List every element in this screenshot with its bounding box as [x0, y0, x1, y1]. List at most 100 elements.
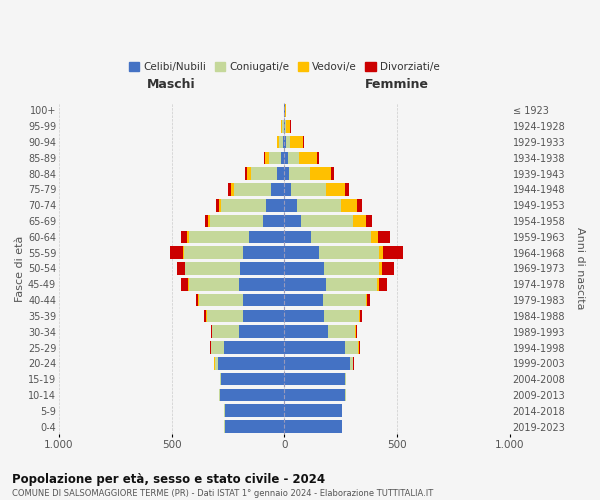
Bar	[210, 215, 263, 228]
Bar	[241, 262, 284, 275]
Bar	[251, 168, 277, 180]
Y-axis label: Fasce di età: Fasce di età	[15, 236, 25, 302]
Bar	[379, 246, 383, 259]
Bar	[265, 152, 269, 164]
Bar	[324, 262, 379, 275]
Bar	[239, 278, 284, 290]
Bar	[218, 357, 284, 370]
Bar	[284, 215, 301, 228]
Bar	[205, 310, 206, 322]
Bar	[205, 215, 208, 228]
Bar	[284, 183, 291, 196]
Bar	[208, 215, 210, 228]
Bar	[282, 120, 284, 132]
Bar	[183, 246, 184, 259]
Bar	[277, 168, 284, 180]
Bar	[211, 341, 224, 354]
Bar	[383, 246, 403, 259]
Bar	[350, 357, 353, 370]
Bar	[220, 388, 284, 402]
Bar	[212, 326, 239, 338]
Bar	[239, 326, 284, 338]
Bar	[371, 230, 378, 243]
Bar	[283, 136, 284, 148]
Bar	[220, 373, 221, 386]
Bar	[231, 183, 233, 196]
Bar	[284, 168, 289, 180]
Bar	[291, 183, 326, 196]
Bar	[284, 278, 326, 290]
Bar	[379, 262, 382, 275]
Bar	[284, 120, 285, 132]
Bar	[181, 278, 188, 290]
Bar	[219, 199, 221, 211]
Bar	[345, 373, 346, 386]
Bar	[185, 262, 241, 275]
Bar	[302, 136, 304, 148]
Bar	[224, 341, 284, 354]
Bar	[365, 215, 372, 228]
Bar	[243, 246, 284, 259]
Bar	[328, 326, 355, 338]
Bar	[345, 341, 358, 354]
Bar	[353, 215, 365, 228]
Bar	[288, 152, 299, 164]
Bar	[181, 230, 187, 243]
Bar	[301, 215, 353, 228]
Bar	[215, 357, 218, 370]
Bar	[297, 199, 341, 211]
Bar	[188, 278, 239, 290]
Bar	[286, 120, 290, 132]
Bar	[284, 199, 297, 211]
Bar	[281, 120, 282, 132]
Bar	[359, 341, 360, 354]
Bar	[224, 420, 284, 433]
Bar	[271, 183, 284, 196]
Bar	[243, 310, 284, 322]
Bar	[250, 230, 284, 243]
Bar	[266, 199, 284, 211]
Bar	[284, 310, 324, 322]
Bar	[243, 294, 284, 306]
Bar	[170, 246, 183, 259]
Bar	[345, 183, 349, 196]
Bar	[284, 357, 350, 370]
Bar	[263, 215, 284, 228]
Bar	[317, 152, 319, 164]
Bar	[281, 152, 284, 164]
Bar	[233, 183, 271, 196]
Bar	[367, 294, 370, 306]
Bar	[326, 278, 377, 290]
Bar	[196, 294, 198, 306]
Text: Popolazione per età, sesso e stato civile - 2024: Popolazione per età, sesso e stato civil…	[12, 472, 325, 486]
Bar	[341, 199, 356, 211]
Bar	[245, 168, 247, 180]
Bar	[379, 278, 386, 290]
Bar	[382, 262, 394, 275]
Bar	[215, 199, 219, 211]
Bar	[284, 341, 345, 354]
Bar	[284, 246, 319, 259]
Bar	[284, 420, 342, 433]
Bar	[331, 168, 334, 180]
Bar	[299, 152, 317, 164]
Bar	[211, 326, 212, 338]
Bar	[359, 310, 362, 322]
Bar	[221, 199, 266, 211]
Bar	[286, 136, 290, 148]
Bar	[224, 404, 284, 417]
Bar	[310, 168, 331, 180]
Bar	[199, 294, 243, 306]
Bar	[269, 152, 281, 164]
Bar	[210, 341, 211, 354]
Bar	[221, 373, 284, 386]
Bar	[289, 168, 310, 180]
Bar	[187, 230, 188, 243]
Bar	[285, 120, 286, 132]
Text: COMUNE DI SALSOMAGGIORE TERME (PR) - Dati ISTAT 1° gennaio 2024 - Elaborazione T: COMUNE DI SALSOMAGGIORE TERME (PR) - Dat…	[12, 489, 433, 498]
Bar	[284, 136, 286, 148]
Bar	[284, 326, 328, 338]
Bar	[365, 294, 367, 306]
Bar	[326, 183, 345, 196]
Bar	[319, 246, 379, 259]
